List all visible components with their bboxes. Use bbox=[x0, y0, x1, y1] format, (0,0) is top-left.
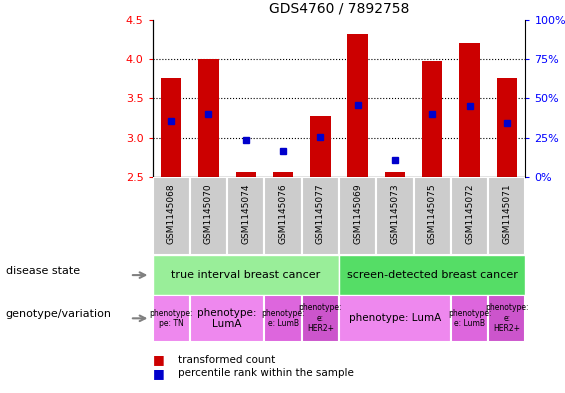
Text: GSM1145071: GSM1145071 bbox=[502, 183, 511, 244]
Bar bbox=[451, 295, 488, 342]
Bar bbox=[347, 34, 368, 177]
Bar bbox=[414, 177, 451, 255]
Text: ■: ■ bbox=[153, 367, 164, 380]
Bar bbox=[161, 78, 181, 177]
Bar bbox=[385, 172, 405, 177]
Title: GDS4760 / 7892758: GDS4760 / 7892758 bbox=[269, 2, 409, 16]
Text: phenotype:
LumA: phenotype: LumA bbox=[197, 308, 257, 329]
Bar bbox=[264, 295, 302, 342]
Bar bbox=[376, 177, 414, 255]
Text: genotype/variation: genotype/variation bbox=[6, 309, 112, 320]
Bar bbox=[153, 255, 339, 295]
Bar bbox=[488, 177, 525, 255]
Text: GSM1145074: GSM1145074 bbox=[241, 183, 250, 244]
Text: GSM1145075: GSM1145075 bbox=[428, 183, 437, 244]
Text: GSM1145068: GSM1145068 bbox=[167, 183, 176, 244]
Bar bbox=[190, 295, 264, 342]
Text: phenotype:
e:
HER2+: phenotype: e: HER2+ bbox=[485, 303, 528, 333]
Text: transformed count: transformed count bbox=[178, 354, 275, 365]
Text: screen-detected breast cancer: screen-detected breast cancer bbox=[347, 270, 518, 280]
Bar bbox=[190, 177, 227, 255]
Text: true interval breast cancer: true interval breast cancer bbox=[171, 270, 320, 280]
Bar bbox=[488, 295, 525, 342]
Bar bbox=[236, 172, 256, 177]
Text: phenotype:
pe: TN: phenotype: pe: TN bbox=[150, 309, 193, 328]
Text: GSM1145072: GSM1145072 bbox=[465, 183, 474, 244]
Text: GSM1145077: GSM1145077 bbox=[316, 183, 325, 244]
Bar bbox=[153, 177, 190, 255]
Bar bbox=[451, 177, 488, 255]
Bar bbox=[310, 116, 331, 177]
Text: phenotype: LumA: phenotype: LumA bbox=[349, 313, 441, 323]
Bar bbox=[302, 295, 339, 342]
Bar bbox=[264, 177, 302, 255]
Text: percentile rank within the sample: percentile rank within the sample bbox=[178, 368, 354, 378]
Text: GSM1145069: GSM1145069 bbox=[353, 183, 362, 244]
Bar bbox=[273, 172, 293, 177]
Bar bbox=[422, 61, 442, 177]
Bar bbox=[153, 295, 190, 342]
Bar bbox=[302, 177, 339, 255]
Bar bbox=[339, 295, 451, 342]
Text: GSM1145073: GSM1145073 bbox=[390, 183, 399, 244]
Bar bbox=[459, 43, 480, 177]
Text: GSM1145076: GSM1145076 bbox=[279, 183, 288, 244]
Bar bbox=[227, 177, 264, 255]
Text: phenotype:
e:
HER2+: phenotype: e: HER2+ bbox=[299, 303, 342, 333]
Bar bbox=[497, 78, 517, 177]
Bar bbox=[198, 59, 219, 177]
Text: ■: ■ bbox=[153, 353, 164, 366]
Bar bbox=[339, 177, 376, 255]
Text: disease state: disease state bbox=[6, 266, 80, 276]
Text: GSM1145070: GSM1145070 bbox=[204, 183, 213, 244]
Text: phenotype:
e: LumB: phenotype: e: LumB bbox=[262, 309, 305, 328]
Bar bbox=[339, 255, 525, 295]
Text: phenotype:
e: LumB: phenotype: e: LumB bbox=[448, 309, 491, 328]
